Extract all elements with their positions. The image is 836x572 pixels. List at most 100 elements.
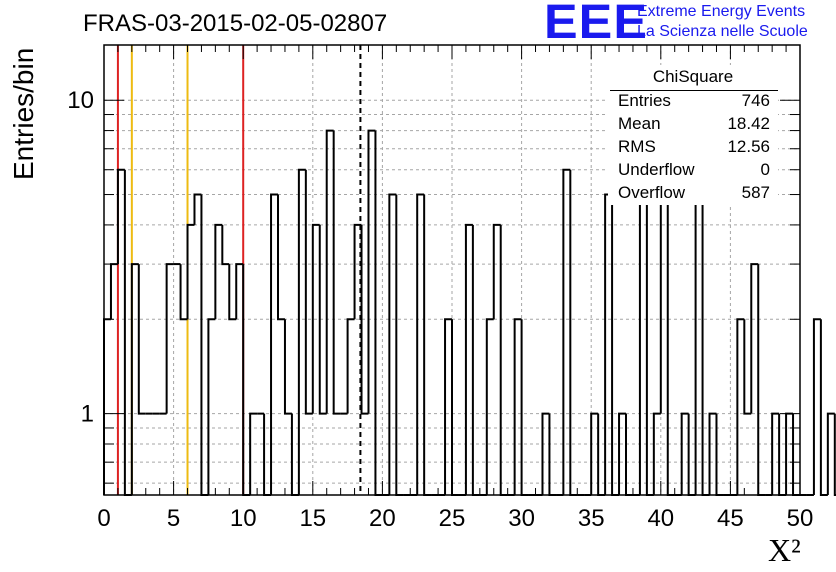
histogram-bar	[471, 224, 480, 496]
histogram-bar	[109, 263, 118, 320]
x-tick-label: 5	[167, 505, 180, 532]
histogram-bar	[464, 223, 473, 495]
stats-key: RMS	[618, 137, 656, 156]
histogram-bar	[304, 169, 313, 415]
histogram-bar	[569, 169, 578, 496]
y-axis-label: Entries/bin	[8, 47, 39, 180]
tick-labels: 1 10 0 5 10 15 20 25 30 35 40 45 50	[67, 87, 813, 532]
histogram-bar	[374, 130, 383, 496]
stats-box: ChiSquare Entries 746 Mean 18.42 RMS 12.…	[608, 65, 778, 205]
histogram-bar	[311, 223, 320, 414]
histogram-bar	[200, 194, 209, 496]
histogram-bar	[833, 413, 836, 496]
x-tick-label: 0	[97, 505, 110, 532]
x-tick-label: 20	[369, 505, 396, 532]
histogram-bar	[771, 412, 780, 495]
histogram-bar	[395, 194, 404, 496]
x-tick-label: 10	[230, 505, 257, 532]
histogram-bar	[277, 194, 285, 321]
histogram-bar	[353, 223, 362, 320]
stats-key: Entries	[618, 91, 671, 110]
stats-row: RMS 12.56	[608, 135, 778, 158]
histogram-bar	[652, 412, 661, 495]
histogram-bar	[680, 412, 689, 495]
histogram-bar	[590, 412, 599, 495]
x-tick-label: 25	[439, 505, 466, 532]
x-tick-label: 35	[578, 505, 605, 532]
histogram-bar	[499, 224, 508, 496]
stats-row: Entries 746	[608, 89, 778, 112]
histogram-bar	[520, 319, 529, 496]
stats-row: Overflow 587	[608, 181, 778, 204]
histogram-bar	[819, 319, 828, 496]
histogram-bar	[137, 264, 146, 415]
histogram-bar	[743, 319, 752, 415]
axis-ticks	[103, 45, 801, 495]
histogram-bar	[708, 412, 717, 495]
histogram-bar	[562, 168, 571, 495]
histogram-bar	[103, 318, 111, 495]
stats-key: Mean	[618, 114, 661, 133]
x-tick-label: 40	[647, 505, 674, 532]
x-tick-label: 30	[508, 505, 535, 532]
eee-logo: EEE	[544, 0, 648, 49]
stats-divider	[610, 90, 778, 91]
x-tick-label: 15	[299, 505, 326, 532]
histogram-bar	[388, 193, 397, 495]
histogram-bar	[541, 412, 550, 495]
histogram-bar	[492, 223, 501, 320]
histogram-bar	[701, 169, 710, 496]
histogram-bar	[123, 169, 132, 496]
histogram-bar	[611, 194, 620, 496]
histogram-bar	[826, 412, 835, 495]
y-tick-label: 1	[81, 401, 94, 428]
histogram-bar	[179, 264, 188, 321]
histogram-bar	[638, 168, 647, 495]
histogram-bar	[318, 224, 327, 415]
histogram-bar	[451, 319, 459, 496]
histogram-bar	[214, 223, 223, 320]
histogram-bar	[645, 169, 654, 496]
chart-title: FRAS-03-2015-02-05-02807	[83, 10, 388, 37]
histogram-bar	[736, 318, 745, 495]
histogram-bar	[221, 224, 230, 266]
histogram-bar	[325, 129, 334, 414]
histogram-bar	[165, 263, 174, 414]
histogram-bar	[207, 318, 216, 495]
histogram-bar	[513, 318, 522, 495]
histogram-bar	[116, 168, 125, 265]
histogram-bar	[618, 412, 626, 495]
histogram-bar	[604, 193, 613, 495]
histogram-bar	[812, 318, 821, 495]
histogram-bar	[416, 193, 425, 495]
histogram-bar	[750, 263, 759, 414]
x-tick-label: 45	[717, 505, 744, 532]
stats-value: 12.56	[727, 137, 770, 156]
org-name: Extreme Energy Events La Scienza nelle S…	[637, 2, 808, 42]
histogram-bar	[423, 194, 432, 496]
histogram-bar	[270, 193, 278, 495]
histogram-bar	[193, 193, 202, 225]
histogram-bar	[332, 130, 341, 415]
stats-key: Underflow	[618, 160, 695, 179]
histogram-bar	[666, 194, 675, 496]
stats-title: ChiSquare	[652, 67, 734, 86]
histogram-bar	[757, 264, 766, 496]
stats-row: Mean 18.42	[608, 112, 778, 135]
x-axis-label: X²	[768, 532, 801, 568]
histogram-bar	[485, 318, 494, 495]
histogram-bar	[297, 168, 306, 495]
org-line-1: Extreme Energy Events	[637, 3, 806, 20]
stats-value: 18.42	[727, 114, 770, 133]
histogram-bar	[235, 263, 244, 320]
org-line-2: La Scienza nelle Scuole	[637, 23, 808, 40]
histogram-bar	[228, 264, 237, 321]
histogram-bar	[249, 412, 258, 495]
histogram-bar	[346, 318, 355, 414]
x-tick-label: 50	[787, 505, 814, 532]
y-tick-label: 10	[67, 87, 94, 114]
stats-value: 587	[741, 183, 770, 202]
stats-value: 746	[741, 91, 770, 110]
histogram-bar	[360, 224, 369, 415]
